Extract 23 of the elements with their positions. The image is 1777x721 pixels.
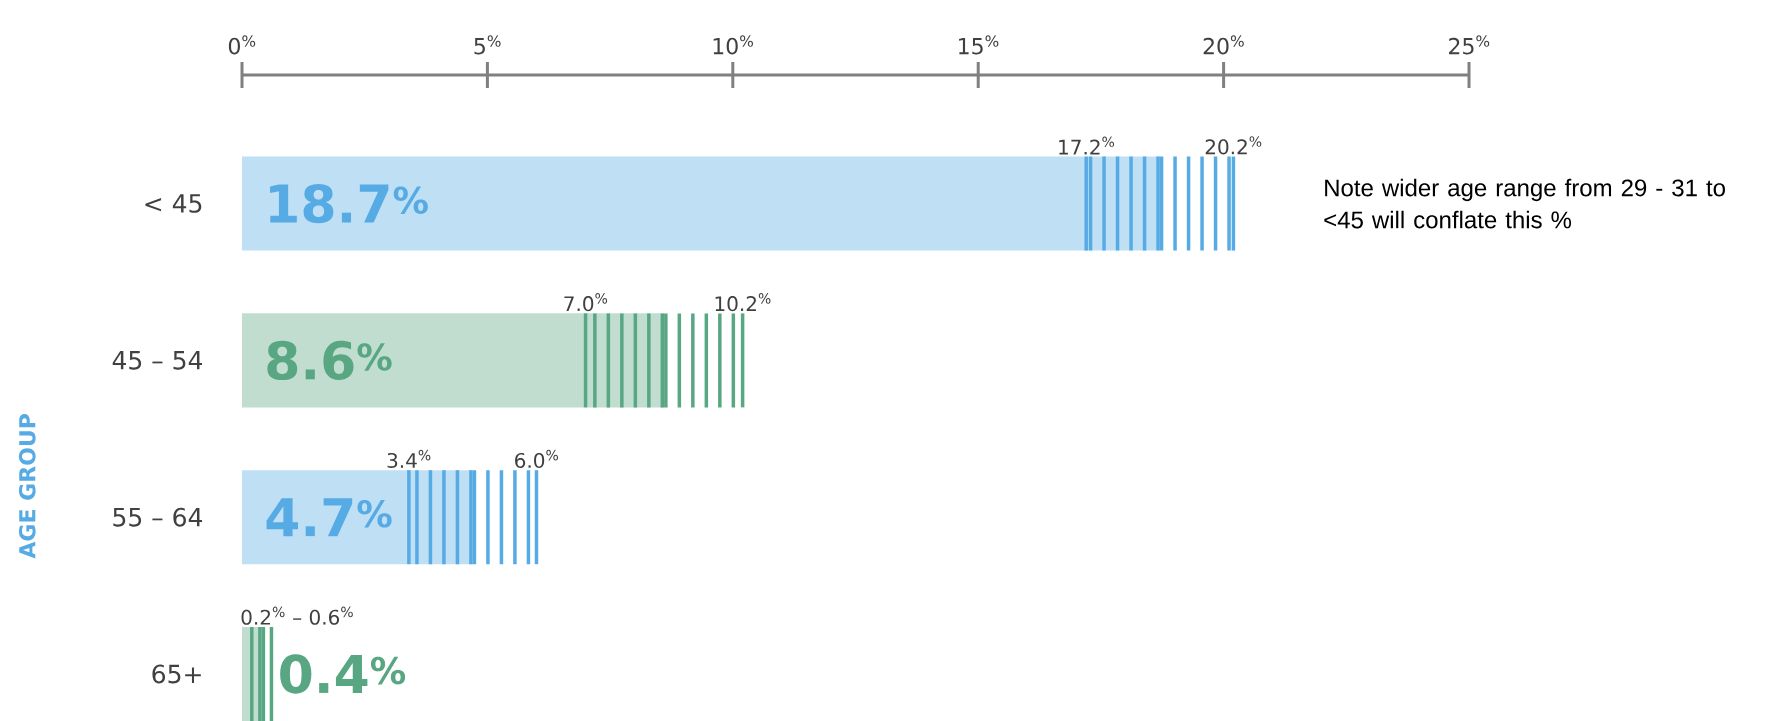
y-axis-title: AGE GROUP	[18, 414, 36, 559]
y-tick-label: 65+	[152, 664, 201, 684]
data-label: 18.7$^{%}$	[270, 183, 428, 224]
annotation: 3.4$^{%}$	[387, 449, 431, 469]
data-label: 4.7$^{%}$	[266, 498, 392, 537]
annotation: 6.0$^{%}$	[515, 449, 559, 469]
data-label: 8.6$^{%}$	[267, 340, 392, 381]
annotation: 0.2$^{%}$ – 0.6$^{%}$	[241, 606, 353, 625]
annotation: 17.2$^{%}$	[1059, 136, 1115, 155]
data-label: 0.4$^{%}$	[280, 654, 406, 694]
annotation: 7.0$^{%}$	[564, 293, 608, 312]
y-tick-label: 45 – 54	[112, 351, 203, 370]
x-tick-label: 0$^{%}$	[228, 35, 256, 55]
annotation: Note wider age range from 29 - 31 to <45 will conflate this %	[1324, 178, 1725, 229]
x-tick-label: 20$^{%}$	[1203, 35, 1244, 55]
x-tick-label: 25$^{%}$	[1449, 35, 1490, 55]
y-tick-label: 55 – 64	[113, 507, 203, 527]
x-tick-label: 15$^{%}$	[959, 35, 999, 55]
annotation: 20.2$^{%}$	[1205, 136, 1262, 155]
y-tick-label: < 45	[145, 194, 202, 213]
x-tick-label: 5$^{%}$	[474, 35, 501, 55]
annotation: 10.2$^{%}$	[715, 293, 771, 312]
x-tick-label: 10$^{%}$	[713, 35, 754, 55]
